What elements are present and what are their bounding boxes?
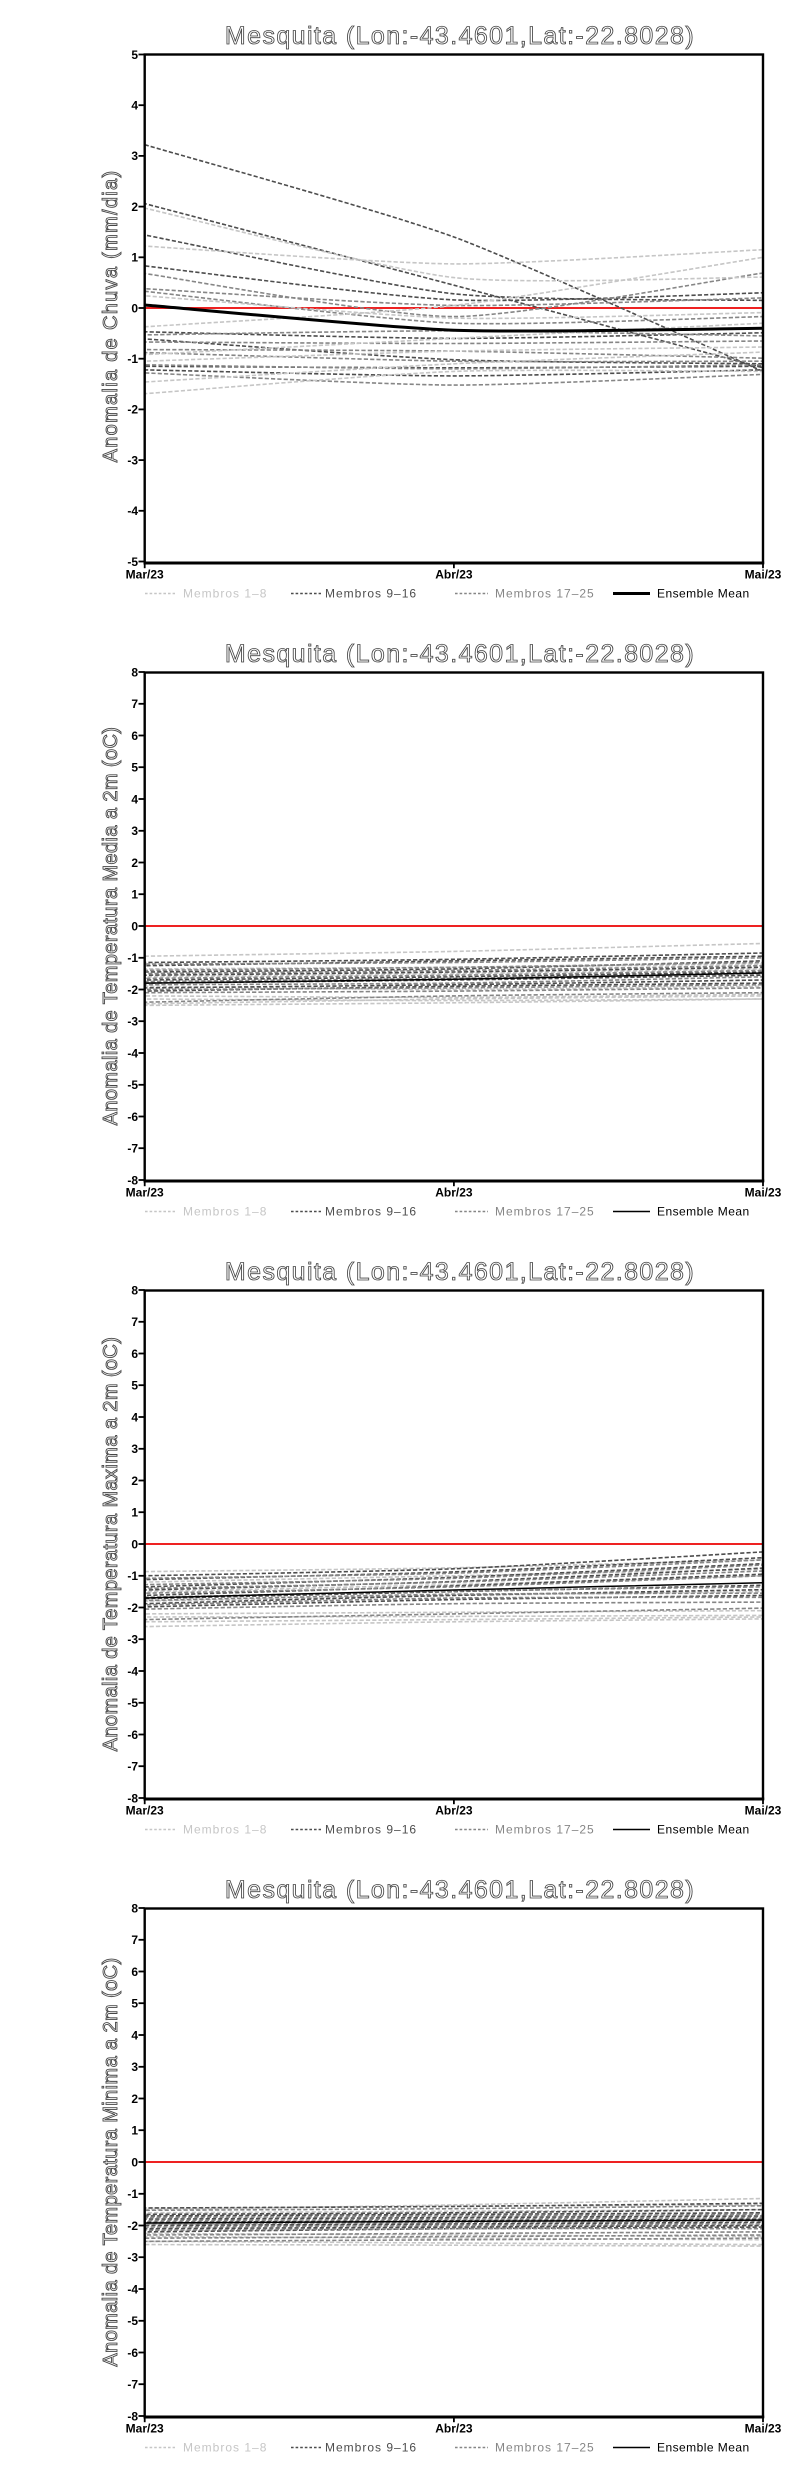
svg-text:5: 5 [131,1379,138,1393]
svg-text:5: 5 [131,48,138,62]
svg-text:-7: -7 [127,2378,138,2392]
svg-text:Anomalia de Temperatura Media: Anomalia de Temperatura Media a 2m (oC) [100,727,122,1126]
svg-text:Anomalia de Temperatura Minima: Anomalia de Temperatura Minima a 2m (oC) [100,1957,122,2366]
svg-text:Mai/23: Mai/23 [745,568,782,582]
svg-text:1: 1 [131,1506,138,1520]
svg-text:-5: -5 [127,555,138,569]
svg-text:-1: -1 [127,2187,138,2201]
svg-text:8: 8 [131,1283,138,1297]
svg-text:-3: -3 [127,1015,138,1029]
svg-text:-1: -1 [127,352,138,366]
svg-text:6: 6 [131,1347,138,1361]
svg-text:Anomalia de Chuva (mm/dia): Anomalia de Chuva (mm/dia) [100,170,122,463]
svg-text:0: 0 [131,301,138,315]
svg-text:3: 3 [131,824,138,838]
svg-text:-8: -8 [127,1173,138,1187]
svg-text:-5: -5 [127,1078,138,1092]
svg-text:Mesquita (Lon:-43.4601,Lat:-22: Mesquita (Lon:-43.4601,Lat:-22.8028) [225,1876,695,1904]
svg-text:Abr/23: Abr/23 [435,1186,473,1200]
svg-text:4: 4 [131,2028,138,2042]
svg-text:Mar/23: Mar/23 [126,568,164,582]
svg-text:3: 3 [131,2060,138,2074]
svg-text:Membros 17–25: Membros 17–25 [495,1205,595,1219]
svg-text:Membros 9–16: Membros 9–16 [325,1205,417,1219]
svg-text:Membros 17–25: Membros 17–25 [495,2441,595,2455]
svg-text:-1: -1 [127,1569,138,1583]
svg-text:-5: -5 [127,1696,138,1710]
svg-text:0: 0 [131,919,138,933]
svg-text:Mai/23: Mai/23 [745,1186,782,1200]
svg-text:8: 8 [131,1901,138,1915]
svg-text:Anomalia de Temperatura Maxima: Anomalia de Temperatura Maxima a 2m (oC) [100,1337,122,1752]
svg-text:Mesquita (Lon:-43.4601,Lat:-22: Mesquita (Lon:-43.4601,Lat:-22.8028) [225,1258,695,1286]
svg-text:Membros 1–8: Membros 1–8 [183,2441,267,2455]
svg-text:7: 7 [131,1315,138,1329]
svg-text:4: 4 [131,1410,138,1424]
svg-text:-2: -2 [127,1601,138,1615]
svg-text:-4: -4 [127,1046,138,1060]
svg-text:1: 1 [131,888,138,902]
svg-text:2: 2 [131,856,138,870]
svg-text:0: 0 [131,1537,138,1551]
svg-text:4: 4 [131,99,138,113]
svg-text:2: 2 [131,1474,138,1488]
svg-text:Ensemble Mean: Ensemble Mean [657,587,750,601]
svg-text:Ensemble Mean: Ensemble Mean [657,1823,750,1837]
svg-text:Ensemble Mean: Ensemble Mean [657,1205,750,1219]
svg-text:4: 4 [131,792,138,806]
svg-text:Mai/23: Mai/23 [745,2422,782,2436]
svg-text:-3: -3 [127,2251,138,2265]
svg-text:2: 2 [131,200,138,214]
svg-text:Membros 17–25: Membros 17–25 [495,1823,595,1837]
svg-text:-2: -2 [127,983,138,997]
svg-text:Membros 9–16: Membros 9–16 [325,1823,417,1837]
svg-text:Membros 1–8: Membros 1–8 [183,587,267,601]
svg-text:-3: -3 [127,453,138,467]
svg-text:Abr/23: Abr/23 [435,1804,473,1818]
svg-text:Membros 1–8: Membros 1–8 [183,1823,267,1837]
svg-text:-8: -8 [127,1791,138,1805]
svg-text:Membros 17–25: Membros 17–25 [495,587,595,601]
svg-text:7: 7 [131,697,138,711]
svg-text:Membros 1–8: Membros 1–8 [183,1205,267,1219]
svg-text:-2: -2 [127,2219,138,2233]
svg-text:1: 1 [131,2124,138,2138]
svg-text:Mesquita (Lon:-43.4601,Lat:-22: Mesquita (Lon:-43.4601,Lat:-22.8028) [225,22,695,50]
svg-text:1: 1 [131,251,138,265]
svg-text:6: 6 [131,1965,138,1979]
svg-text:Abr/23: Abr/23 [435,568,473,582]
svg-text:-4: -4 [127,2282,138,2296]
svg-text:Mar/23: Mar/23 [126,1804,164,1818]
svg-text:Mesquita (Lon:-43.4601,Lat:-22: Mesquita (Lon:-43.4601,Lat:-22.8028) [225,640,695,668]
svg-text:6: 6 [131,729,138,743]
svg-text:-5: -5 [127,2314,138,2328]
svg-text:Mar/23: Mar/23 [126,2422,164,2436]
svg-text:-4: -4 [127,504,138,518]
svg-text:-2: -2 [127,403,138,417]
svg-text:7: 7 [131,1933,138,1947]
svg-text:0: 0 [131,2155,138,2169]
svg-text:5: 5 [131,1997,138,2011]
svg-text:-6: -6 [127,2346,138,2360]
svg-text:Membros 9–16: Membros 9–16 [325,2441,417,2455]
svg-text:-7: -7 [127,1142,138,1156]
svg-text:-4: -4 [127,1664,138,1678]
svg-text:5: 5 [131,761,138,775]
svg-text:Ensemble Mean: Ensemble Mean [657,2441,750,2455]
svg-text:-8: -8 [127,2409,138,2423]
svg-text:-3: -3 [127,1633,138,1647]
svg-text:-1: -1 [127,951,138,965]
svg-text:3: 3 [131,149,138,163]
svg-text:3: 3 [131,1442,138,1456]
svg-text:8: 8 [131,665,138,679]
svg-text:2: 2 [131,2092,138,2106]
svg-text:Abr/23: Abr/23 [435,2422,473,2436]
svg-text:-6: -6 [127,1728,138,1742]
svg-text:-6: -6 [127,1110,138,1124]
svg-text:Mai/23: Mai/23 [745,1804,782,1818]
svg-text:Mar/23: Mar/23 [126,1186,164,1200]
svg-text:-7: -7 [127,1760,138,1774]
svg-text:Membros 9–16: Membros 9–16 [325,587,417,601]
